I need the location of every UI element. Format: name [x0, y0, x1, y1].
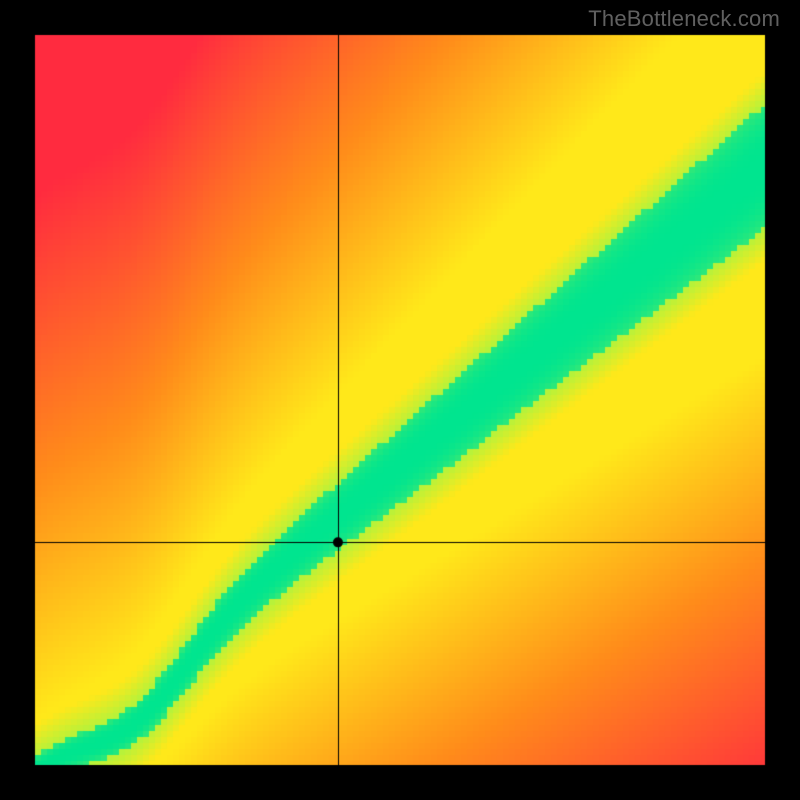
heatmap-canvas [0, 0, 800, 800]
watermark-text: TheBottleneck.com [588, 6, 780, 32]
chart-container: TheBottleneck.com [0, 0, 800, 800]
